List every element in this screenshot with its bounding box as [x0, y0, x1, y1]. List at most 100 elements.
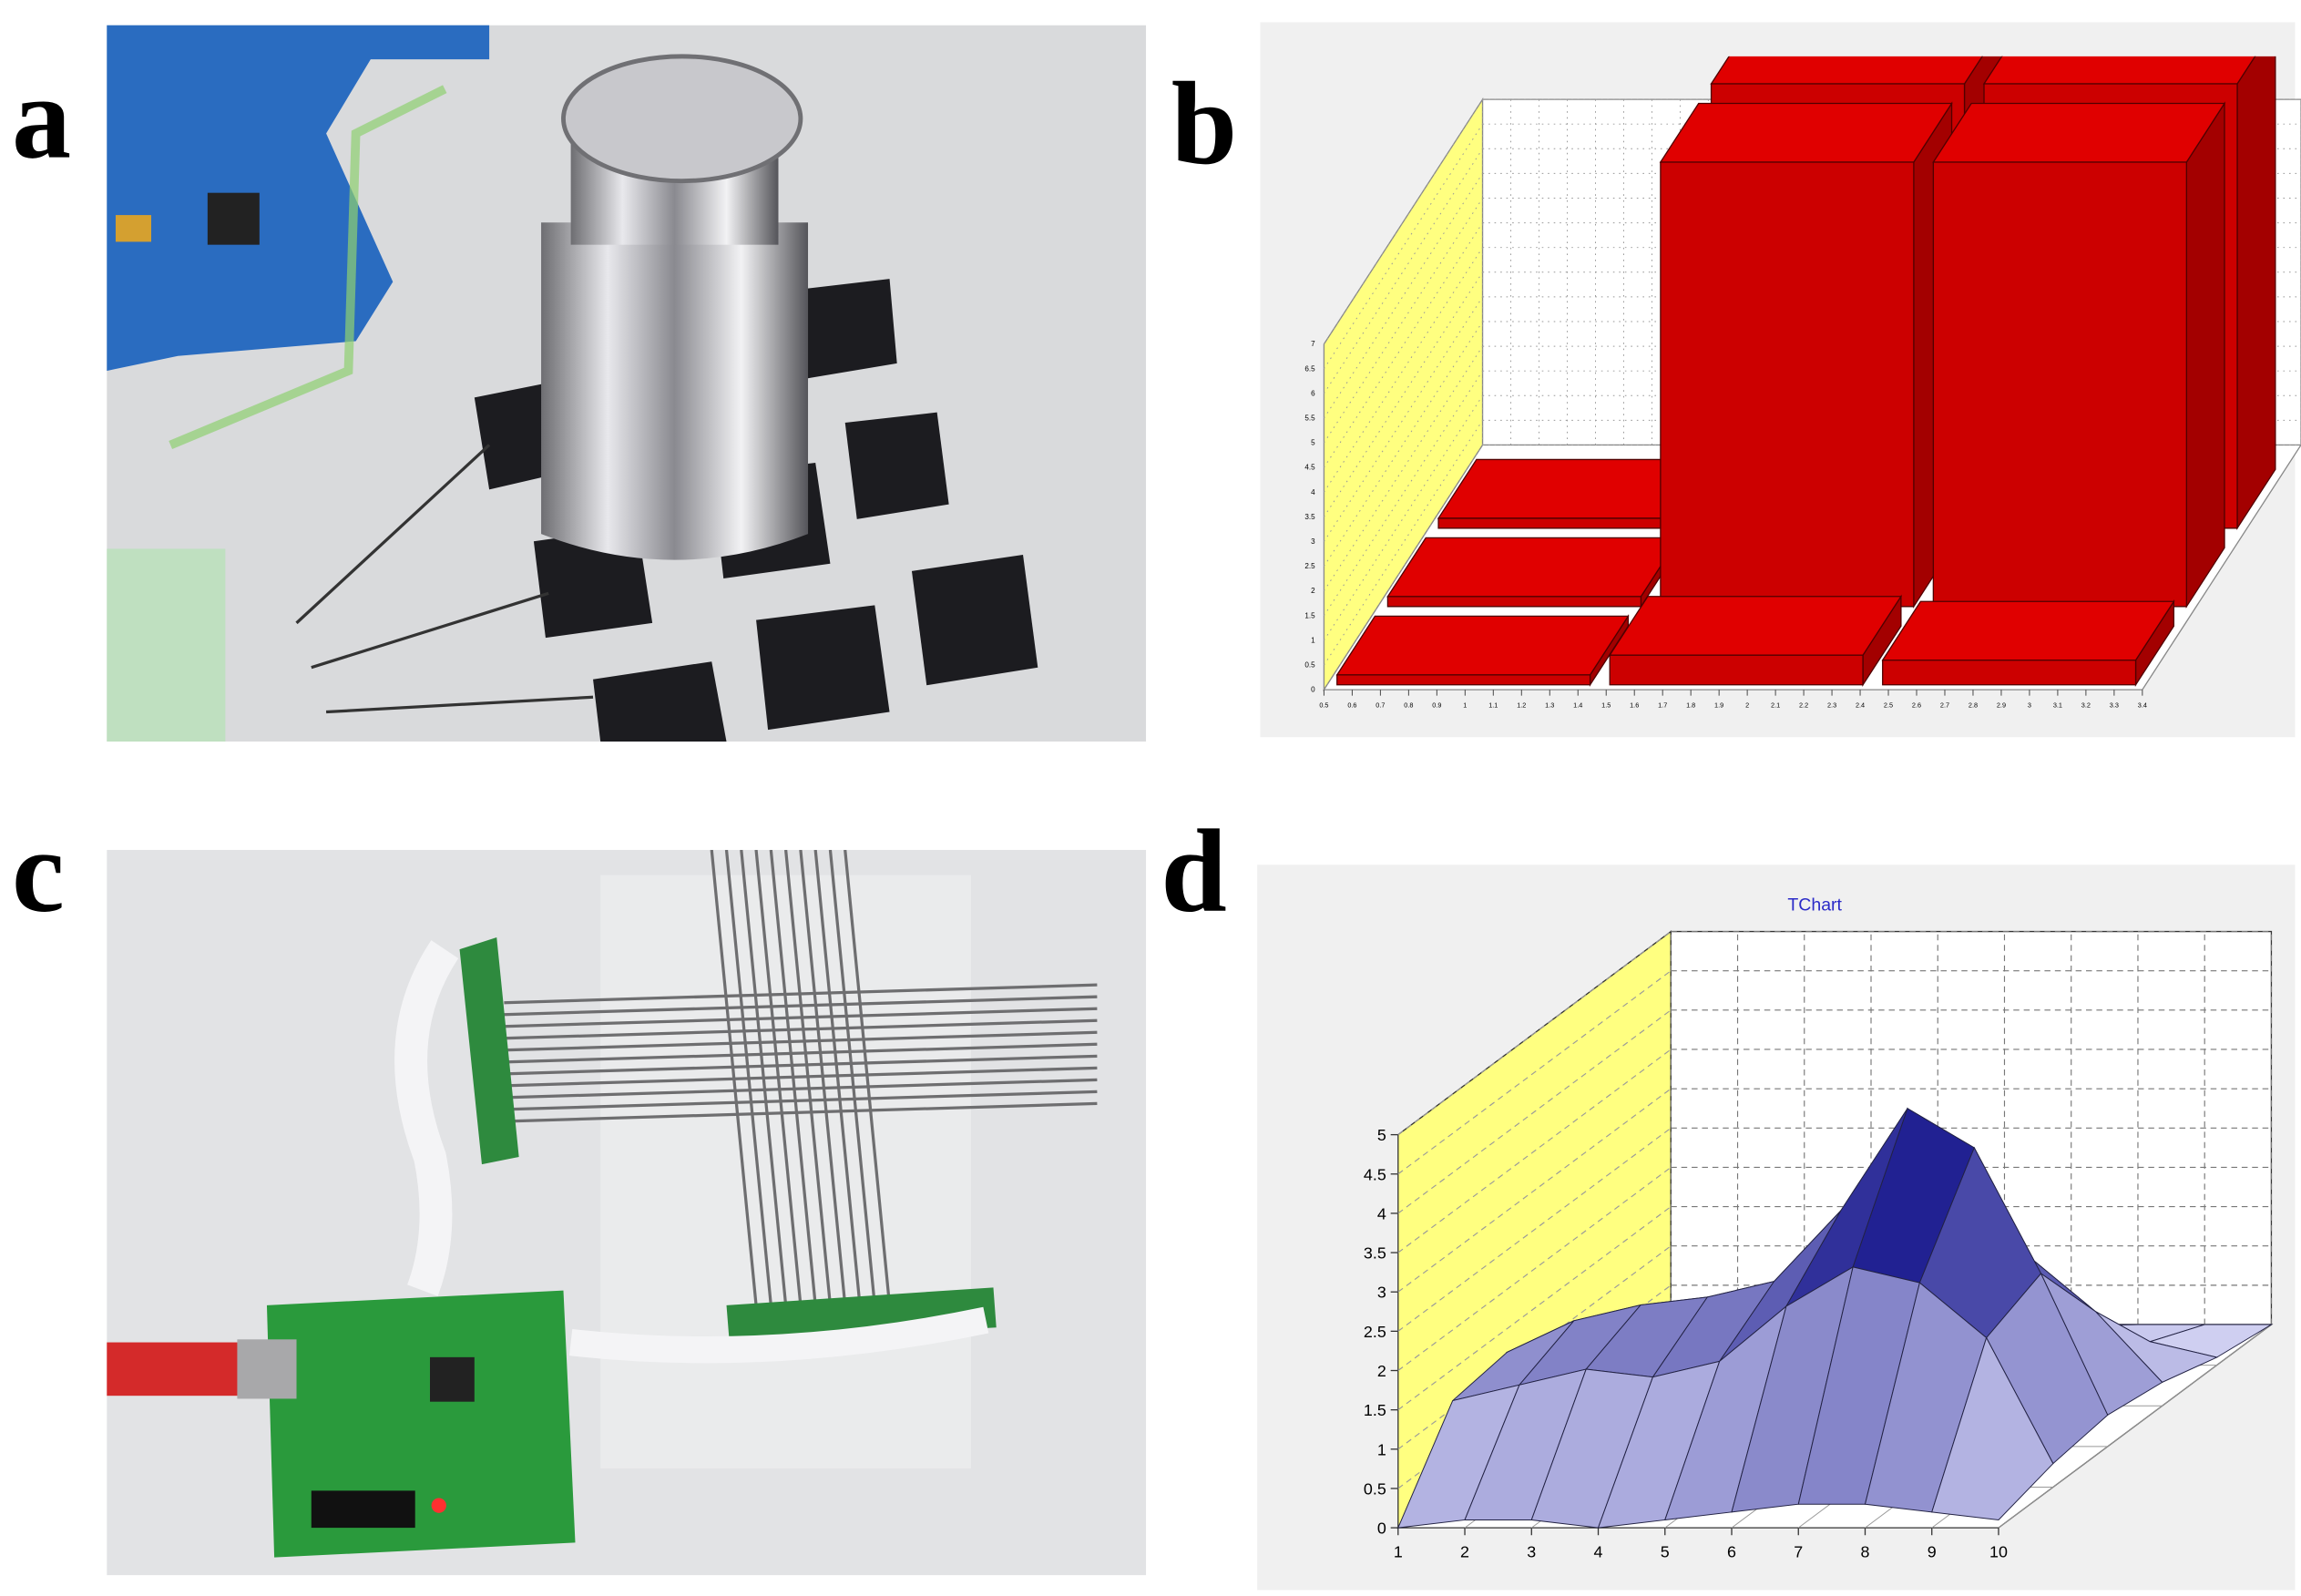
surface-cell: [1931, 1336, 2054, 1520]
x-tick-label: 1: [1463, 701, 1467, 710]
x-tick-label: 2.9: [1997, 701, 2006, 710]
x-tick-label: 1.7: [1658, 701, 1667, 710]
x-tick-label: 10: [1989, 1543, 2008, 1561]
x-tick-label: 1.2: [1517, 701, 1526, 710]
panel-label: a: [12, 53, 71, 184]
sensor-pad: [844, 412, 949, 519]
bar-front: [1386, 596, 1642, 608]
grid-line: [1324, 98, 1483, 345]
sensor-pad: [756, 605, 890, 731]
led: [431, 1498, 446, 1513]
bar-right: [2236, 56, 2276, 531]
ribbon-cable: [394, 940, 459, 1296]
x-tick-label: 2.3: [1827, 701, 1836, 710]
grid-line: [1324, 148, 1483, 394]
x-tick-label: 1.8: [1686, 701, 1695, 710]
connector: [459, 937, 519, 1165]
bar-top: [1932, 102, 2226, 163]
x-tick-label: 2.7: [1940, 701, 1949, 710]
row-wires: [504, 983, 1098, 1123]
grid-line: [1397, 1127, 1672, 1332]
y-tick-label: 3: [1311, 537, 1315, 546]
x-tick-label: 1.3: [1545, 701, 1554, 710]
chip: [207, 192, 260, 245]
y-tick-label: 1.5: [1304, 611, 1315, 619]
y-tick-label: 0.5: [1364, 1479, 1386, 1498]
x-tick-label: 2.4: [1856, 701, 1865, 710]
x-tick-label: 2.5: [1884, 701, 1893, 710]
x-tick-label: 3: [2028, 701, 2031, 710]
sensor-pad: [593, 661, 727, 742]
grid-line: [1324, 198, 1483, 444]
grid-line: [1397, 1166, 1672, 1371]
header-pin: [311, 1490, 415, 1529]
grid-line: [1324, 123, 1483, 370]
y-tick-label: 2.5: [1364, 1323, 1386, 1341]
photo-c: [107, 849, 1147, 1576]
bar-top: [1335, 615, 1630, 676]
grid-line: [1324, 345, 1483, 592]
y-tick-label: 3.5: [1304, 513, 1315, 521]
grid-line: [1324, 222, 1483, 468]
bar-front: [1609, 654, 1864, 686]
grid-line: [1397, 931, 1672, 1136]
usb-cable: [107, 1342, 248, 1396]
usb-plug: [237, 1339, 297, 1399]
marker-line: [169, 85, 447, 449]
bar-front: [1660, 161, 1915, 608]
photo-a: [107, 25, 1147, 742]
x-tick-label: 7: [1794, 1543, 1803, 1561]
x-tick-label: 1.4: [1573, 701, 1582, 710]
y-tick-label: 3: [1377, 1284, 1386, 1302]
bar-front: [1932, 161, 2188, 608]
y-tick-label: 0: [1311, 686, 1315, 694]
x-tick-label: 3.2: [2081, 701, 2091, 710]
grid-line: [1397, 970, 1672, 1175]
sensor-pad: [800, 279, 897, 379]
weight-body: [541, 222, 809, 560]
x-tick-label: 2: [1745, 701, 1749, 710]
film: [600, 875, 972, 1468]
ribbon-cable: [569, 1306, 989, 1364]
x-tick-label: 4: [1594, 1543, 1603, 1561]
grid-line: [1324, 271, 1483, 517]
x-tick-label: 3.3: [2110, 701, 2119, 710]
y-tick-label: 6.5: [1304, 364, 1315, 373]
x-tick-label: 0.7: [1375, 701, 1385, 710]
tape: [107, 548, 226, 742]
x-tick-label: 1.6: [1630, 701, 1639, 710]
y-tick-label: 4: [1377, 1204, 1386, 1223]
panel-label: d: [1161, 806, 1226, 937]
x-tick-label: 2.2: [1799, 701, 1808, 710]
chart-title: TChart: [1787, 895, 1842, 916]
y-tick-label: 4.5: [1364, 1165, 1386, 1183]
grid-line: [1324, 370, 1483, 617]
grid-line: [1397, 1206, 1672, 1411]
y-tick-label: 2.5: [1304, 562, 1315, 570]
bar-front: [1882, 660, 2137, 686]
x-tick-label: 3: [1527, 1543, 1536, 1561]
x-tick-label: 1.9: [1714, 701, 1723, 710]
x-tick-label: 3.4: [2138, 701, 2147, 710]
bar-top: [1386, 537, 1681, 598]
grid-line: [1397, 1049, 1672, 1253]
grid-line: [1397, 1009, 1672, 1214]
x-tick-label: 2: [1460, 1543, 1469, 1561]
panel-label: c: [12, 806, 65, 937]
grid-line: [1324, 395, 1483, 641]
x-tick-label: 0.6: [1347, 701, 1356, 710]
x-tick-label: 1.1: [1488, 701, 1498, 710]
y-tick-label: 5: [1311, 439, 1315, 447]
y-tick-label: 5.5: [1304, 414, 1315, 422]
x-tick-label: 2.1: [1771, 701, 1780, 710]
grid-line: [1324, 296, 1483, 542]
weight-cap: [561, 54, 803, 184]
x-tick-label: 8: [1861, 1543, 1870, 1561]
x-tick-label: 1: [1394, 1543, 1403, 1561]
x-tick-label: 6: [1727, 1543, 1736, 1561]
x-tick-label: 9: [1928, 1543, 1937, 1561]
grid-line: [1324, 420, 1483, 666]
grid-line: [1998, 1324, 2272, 1529]
sensor-pad: [911, 554, 1038, 686]
